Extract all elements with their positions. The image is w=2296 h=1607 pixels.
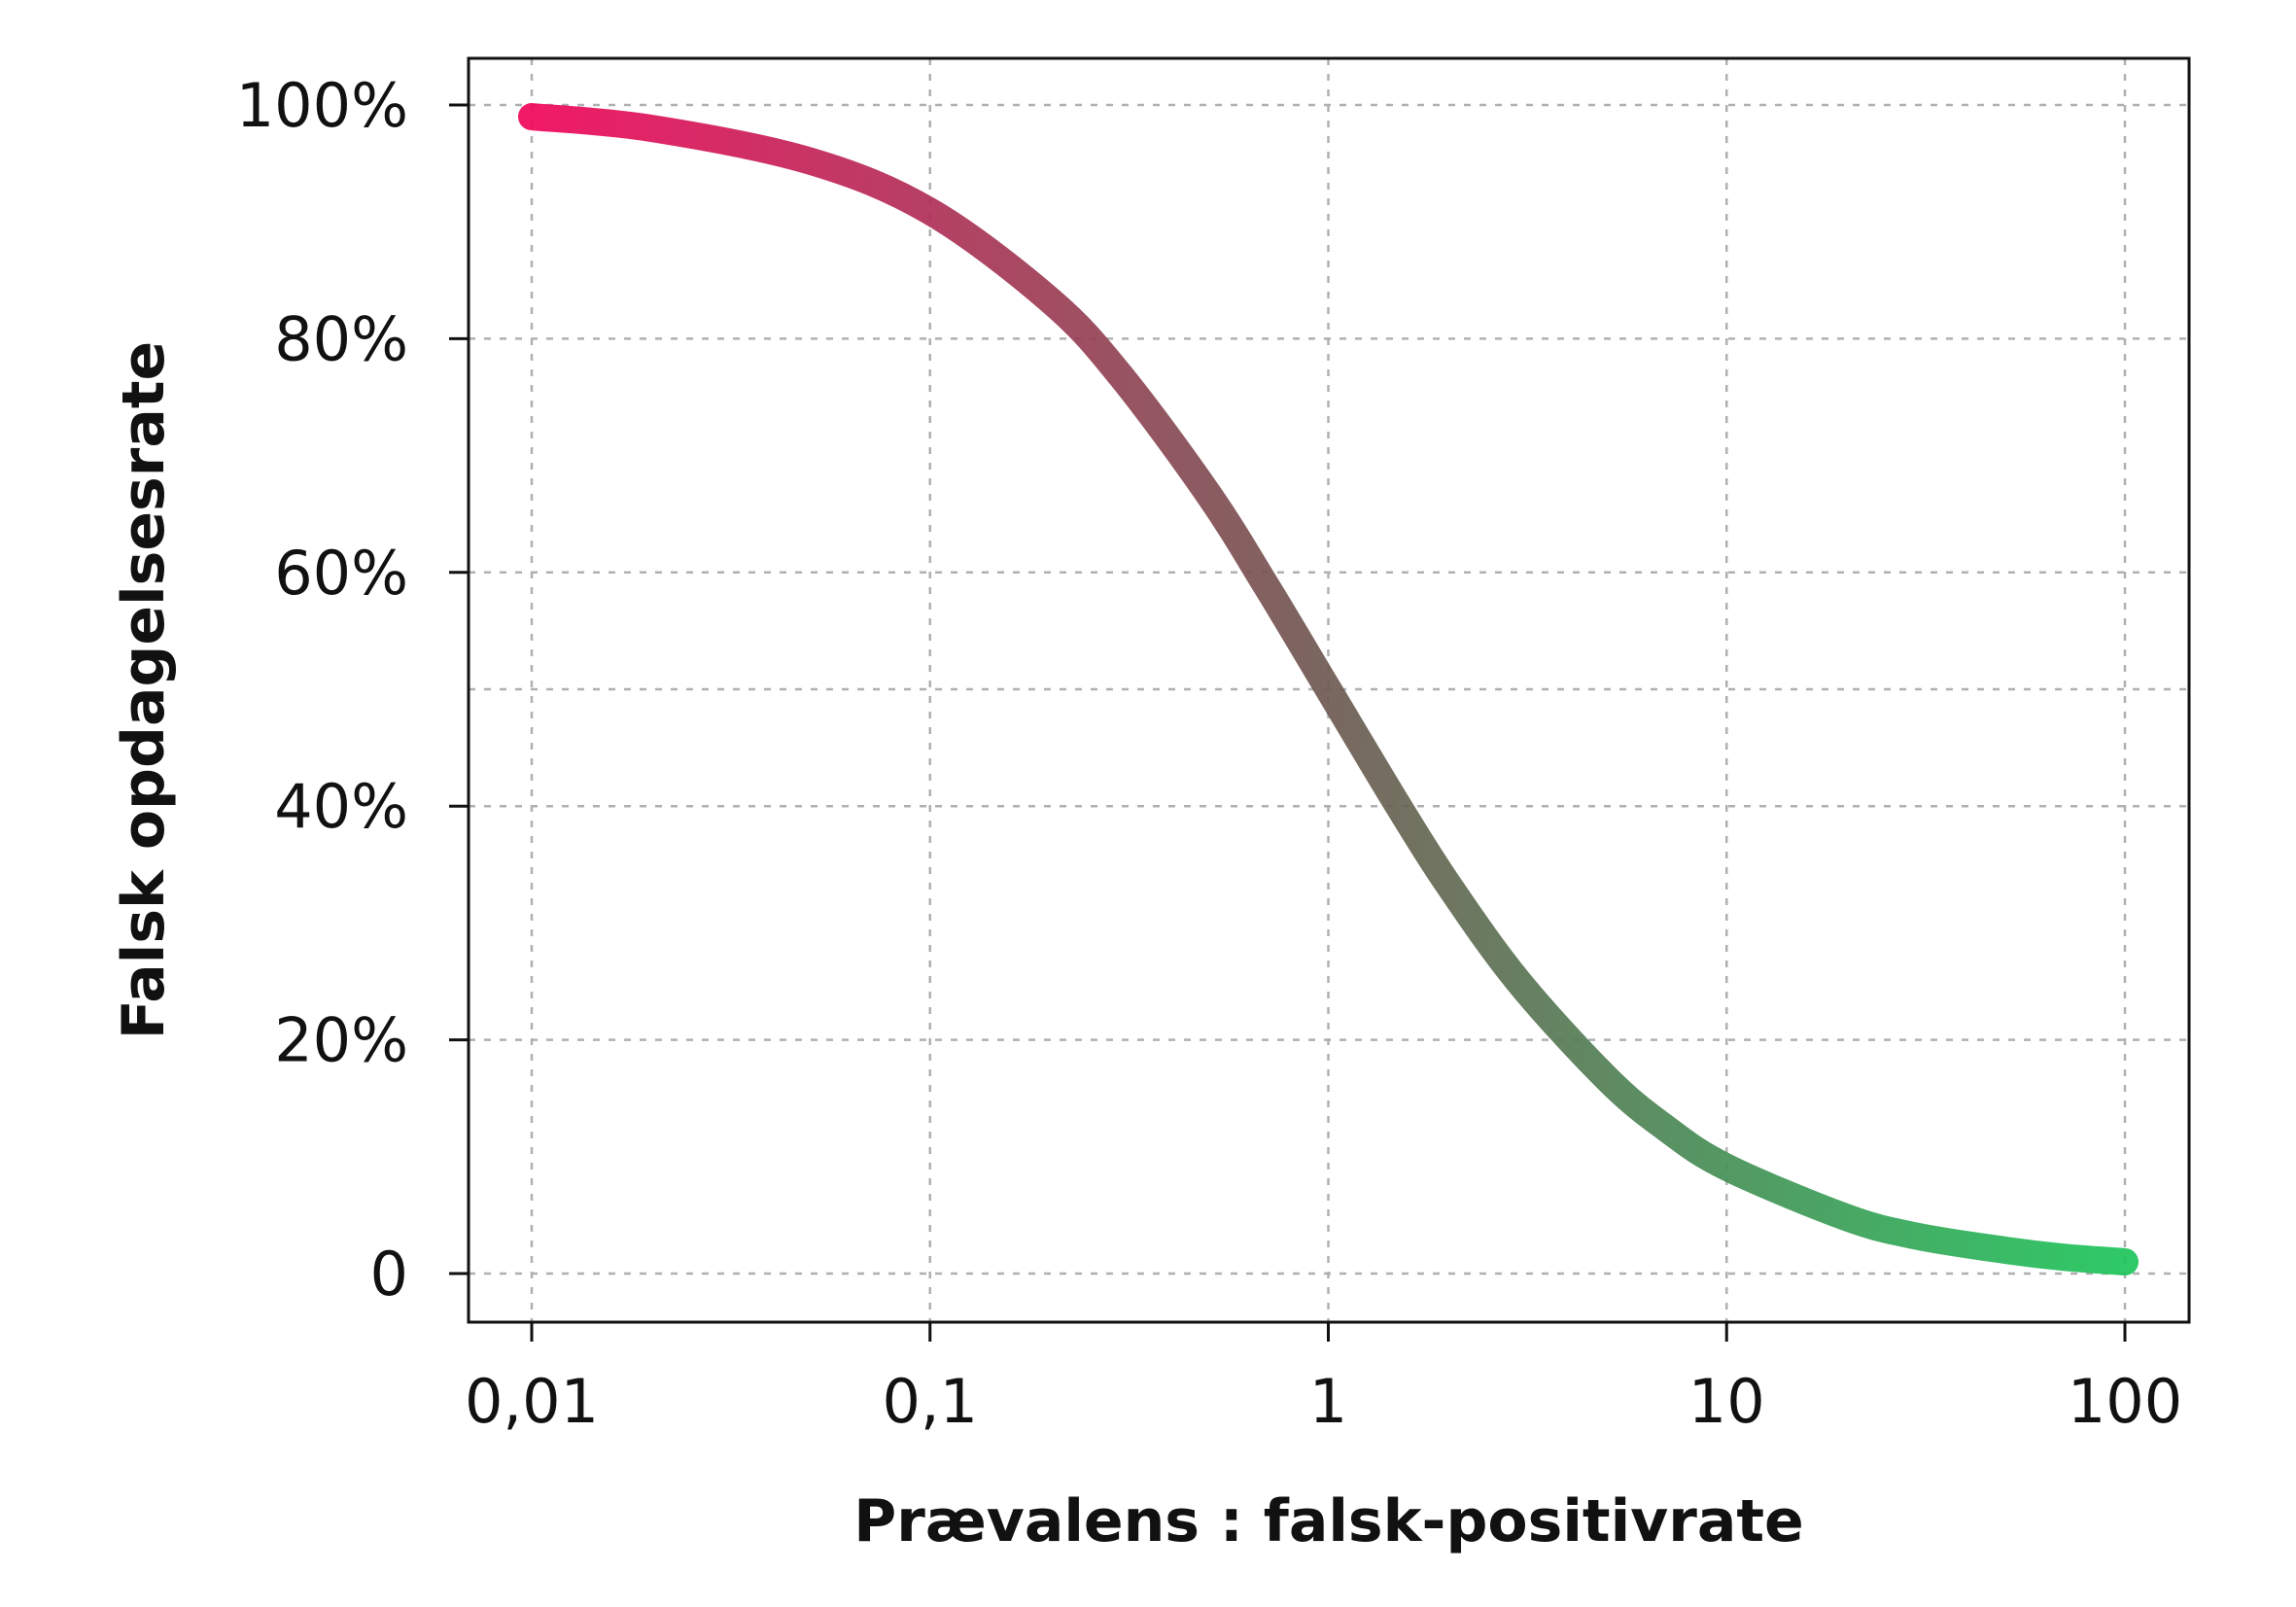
x-tick-label: 10 — [1688, 1366, 1765, 1437]
curve-point — [1386, 793, 1411, 819]
curve-point — [1904, 1224, 1930, 1249]
curve-point — [2051, 1244, 2076, 1270]
curve-layer — [518, 103, 2139, 1275]
x-axis: 0,01 0,1 1 10 100 — [465, 1322, 2182, 1437]
curve-point — [1316, 677, 1341, 702]
curve-point — [1594, 1066, 1619, 1091]
x-axis-title: Prævalens : falsk-positivrate — [853, 1487, 1803, 1555]
x-tick-label: 0,1 — [882, 1366, 978, 1437]
curve-point — [1196, 481, 1221, 507]
curve-point — [1037, 288, 1062, 313]
y-tick-label: 80% — [274, 303, 408, 374]
fdr-curve-line — [518, 103, 2139, 1275]
y-tick-label: 40% — [274, 771, 408, 842]
curve-point — [639, 116, 664, 141]
y-axis: 0 20% 40% 60% 80% 100% — [236, 70, 469, 1310]
curve-point — [1254, 574, 1279, 599]
y-axis-title: Falsk opdagelsesrate — [110, 341, 178, 1039]
curve-point — [1652, 1115, 1678, 1140]
x-tick-label: 0,01 — [465, 1366, 599, 1437]
x-tick-label: 100 — [2068, 1366, 2182, 1437]
curve-point — [918, 198, 943, 224]
curve-point — [1834, 1205, 1860, 1230]
y-tick-label: 20% — [274, 1005, 408, 1076]
y-tick-label: 100% — [236, 70, 408, 141]
x-tick-label: 1 — [1309, 1366, 1347, 1437]
curve-point — [519, 104, 544, 129]
curve-point — [1506, 969, 1531, 995]
y-tick-label: 0 — [370, 1239, 408, 1310]
curve-point — [797, 149, 822, 174]
curve-point — [1993, 1238, 2018, 1263]
curve-point — [1107, 363, 1132, 388]
grid — [469, 58, 2189, 1322]
y-tick-label: 60% — [274, 538, 408, 609]
curve-point — [1714, 1155, 1739, 1180]
curve-point — [2112, 1249, 2138, 1275]
curve-point — [1436, 872, 1461, 897]
